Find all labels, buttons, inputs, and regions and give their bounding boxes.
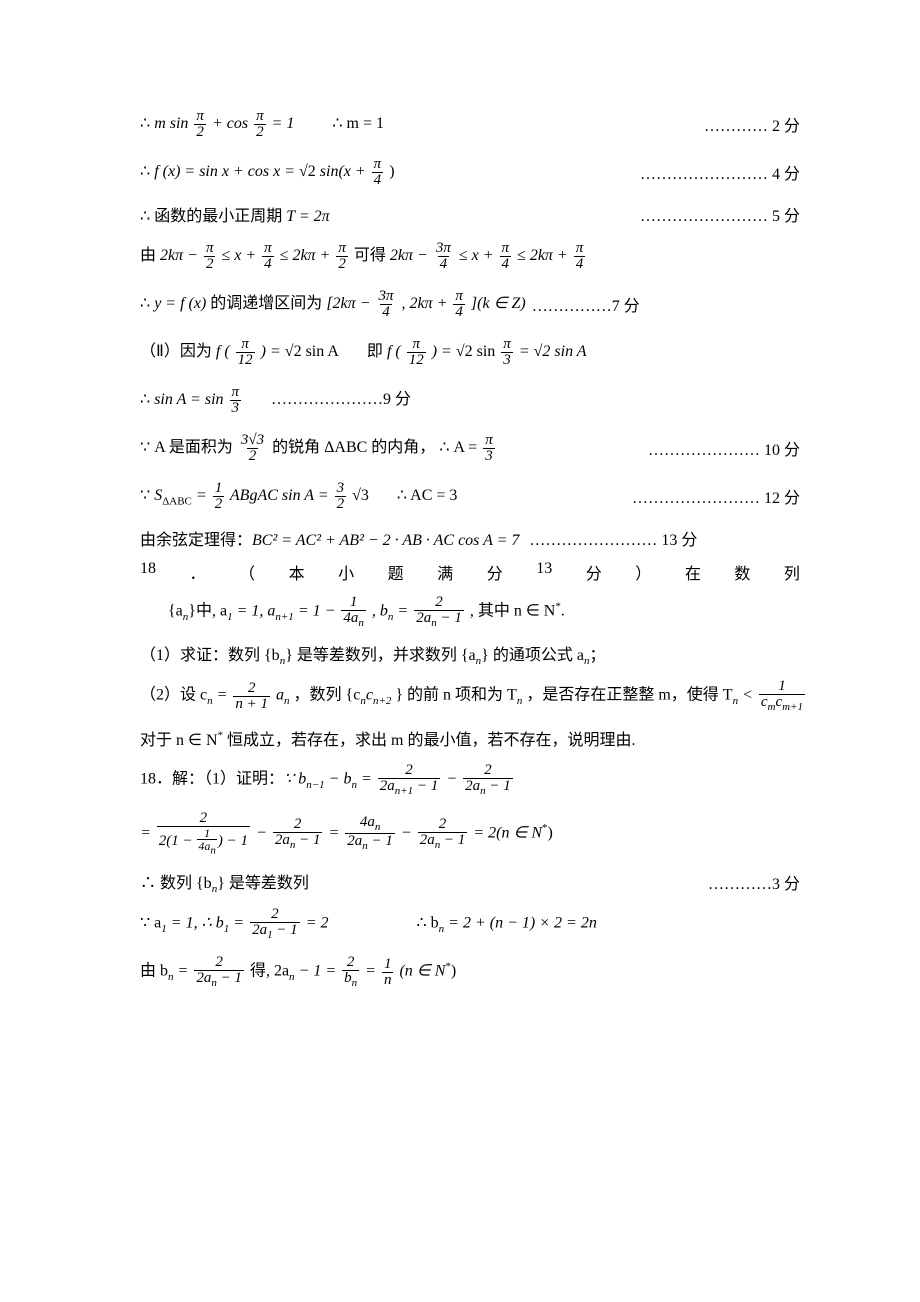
math-expr: ∵ A 是面积为 3√32 的锐角 ΔABC 的内角， ∴ A = π3 bbox=[140, 433, 497, 464]
step-line: ∴ m sin π2 + cos π2 = 1 ∴ m = 1 ………… 2 分 bbox=[140, 100, 800, 148]
math-expr: ∴ f (x) = sin x + cos x = √2 sin(x + π4 … bbox=[140, 157, 395, 188]
solution-line: = 22(1 − 14an) − 1 − 22an − 1 = 4an2an −… bbox=[140, 804, 800, 864]
text: （1）求证：数列 {bn} 是等差数列，并求数列 {an} 的通项公式 an； bbox=[140, 641, 605, 667]
question-part: （2）设 cn = 2n + 1 an ，数列 {cncn+2 } 的前 n 项… bbox=[140, 672, 800, 720]
math-expr: {an}中, a1 = 1, an+1 = 1 − 14an , bn = 22… bbox=[168, 595, 565, 629]
solution-line: 18．解：（1）证明：∵ bn−1 − bn = 22an+1 − 1 − 22… bbox=[140, 756, 800, 804]
math-expr: ∴ m sin π2 + cos π2 = 1 ∴ m = 1 bbox=[140, 109, 384, 140]
question-part: （1）求证：数列 {bn} 是等差数列，并求数列 {an} 的通项公式 an； bbox=[140, 636, 800, 672]
math-expr: （2）设 cn = 2n + 1 an ，数列 {cncn+2 } 的前 n 项… bbox=[140, 679, 807, 713]
step-line: ∵ SΔABC = 12 ABgAC sin A = 32 √3 ∴ AC = … bbox=[140, 472, 800, 520]
text: ∴ 数列 {bn} 是等差数列 bbox=[140, 869, 309, 895]
step-line: ∴ f (x) = sin x + cos x = √2 sin(x + π4 … bbox=[140, 148, 800, 196]
score-marker: …………………… 5 分 bbox=[640, 202, 800, 226]
math-expr: （Ⅱ）因为 f ( π12 ) = √2 sin A 即 f ( π12 ) =… bbox=[140, 337, 587, 368]
score-marker: ………………… 10 分 bbox=[648, 436, 800, 460]
step-line: ∴ sin A = sin π3 …………………9 分 bbox=[140, 376, 800, 424]
math-expr: ∴ sin A = sin π3 …………………9 分 bbox=[140, 385, 411, 416]
score-marker: …………………… 12 分 bbox=[632, 484, 800, 508]
math-expr: ∴ 函数的最小正周期 T = 2π bbox=[140, 202, 330, 226]
text: 对于 n ∈ N* 恒成立，若存在，求出 m 的最小值，若不存在，说明理由. bbox=[140, 726, 635, 750]
score-marker: …………3 分 bbox=[708, 870, 800, 894]
step-line: 由余弦定理得：BC² = AC² + AB² − 2 · AB · AC cos… bbox=[140, 520, 800, 556]
score-marker: …………………… 13 分 bbox=[529, 526, 697, 550]
question-header: 18． （本 小题 满分 13分 ）在 数列 bbox=[140, 556, 800, 588]
math-expr: 由余弦定理得：BC² = AC² + AB² − 2 · AB · AC cos… bbox=[140, 526, 519, 550]
math-expr: ∴ y = f (x) 的调递增区间为 [2kπ − 3π4 , 2kπ + π… bbox=[140, 289, 526, 320]
step-line: （Ⅱ）因为 f ( π12 ) = √2 sin A 即 f ( π12 ) =… bbox=[140, 328, 800, 376]
math-expr: 由 bn = 22an − 1 得, 2an − 1 = 2bn = 1n (n… bbox=[140, 955, 456, 989]
solution-line: 由 bn = 22an − 1 得, 2an − 1 = 2bn = 1n (n… bbox=[140, 948, 800, 996]
score-marker: …………………… 4 分 bbox=[640, 160, 800, 184]
step-line: 由 2kπ − π2 ≤ x + π4 ≤ 2kπ + π2 可得 2kπ − … bbox=[140, 232, 800, 280]
question-body: {an}中, a1 = 1, an+1 = 1 − 14an , bn = 22… bbox=[140, 588, 800, 636]
solution-line: ∴ 数列 {bn} 是等差数列 …………3 分 bbox=[140, 864, 800, 900]
score-marker: ……………7 分 bbox=[532, 292, 640, 316]
step-line: ∴ 函数的最小正周期 T = 2π …………………… 5 分 bbox=[140, 196, 800, 232]
math-expr: ∵ a1 = 1, ∴ b1 = 22a1 − 1 = 2 ∴ bn = 2 +… bbox=[140, 907, 597, 941]
step-line: ∴ y = f (x) 的调递增区间为 [2kπ − 3π4 , 2kπ + π… bbox=[140, 280, 800, 328]
score-marker: ………… 2 分 bbox=[704, 112, 800, 136]
solution-line: ∵ a1 = 1, ∴ b1 = 22a1 − 1 = 2 ∴ bn = 2 +… bbox=[140, 900, 800, 948]
math-expr: 18．解：（1）证明：∵ bn−1 − bn = 22an+1 − 1 − 22… bbox=[140, 763, 515, 797]
question-part: 对于 n ∈ N* 恒成立，若存在，求出 m 的最小值，若不存在，说明理由. bbox=[140, 720, 800, 756]
math-expr: = 22(1 − 14an) − 1 − 22an − 1 = 4an2an −… bbox=[140, 811, 553, 856]
math-expr: ∵ SΔABC = 12 ABgAC sin A = 32 √3 ∴ AC = … bbox=[140, 481, 457, 512]
math-expr: 由 2kπ − π2 ≤ x + π4 ≤ 2kπ + π2 可得 2kπ − … bbox=[140, 241, 587, 272]
step-line: ∵ A 是面积为 3√32 的锐角 ΔABC 的内角， ∴ A = π3 ………… bbox=[140, 424, 800, 472]
